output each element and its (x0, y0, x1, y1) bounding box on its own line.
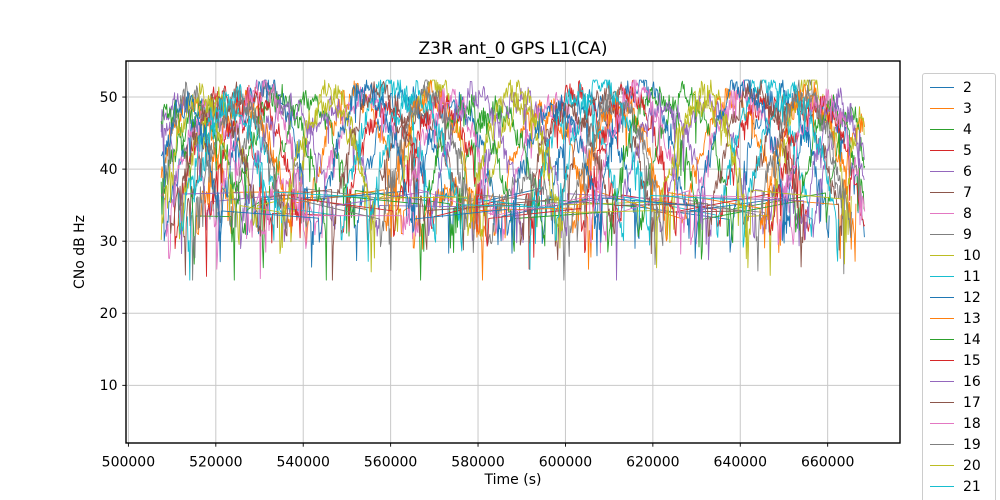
series-lines (160, 79, 866, 281)
series-line-12 (217, 79, 865, 268)
legend-line-sample (930, 423, 954, 424)
legend-label: 21 (963, 478, 981, 495)
legend-item-17: 17 (923, 392, 995, 413)
chart-title: Z3R ant_0 GPS L1(CA) (419, 39, 608, 59)
series-line-18 (213, 79, 866, 270)
legend-line-sample (930, 297, 954, 298)
legend-line-sample (930, 486, 954, 487)
legend-label: 6 (963, 163, 972, 180)
legend-label: 15 (963, 352, 981, 369)
legend-item-19: 19 (923, 434, 995, 455)
y-tick-label: 50 (100, 90, 118, 106)
legend-label: 20 (963, 457, 981, 474)
x-tick-label: 540000 (276, 455, 329, 471)
legend: 2345678910111213141516171819202122 (922, 73, 996, 500)
x-tick-label: 620000 (626, 455, 679, 471)
tick-labels: 500000 520000 540000 560000 580000 600000 6200… (100, 90, 855, 471)
legend-label: 18 (963, 415, 981, 432)
series-line-5 (173, 80, 811, 270)
series-line-20 (160, 79, 865, 273)
legend-label: 2 (963, 79, 972, 96)
legend-item-13: 13 (923, 308, 995, 329)
legend-item-16: 16 (923, 371, 995, 392)
legend-line-sample (930, 318, 954, 319)
legend-line-sample (930, 171, 954, 172)
x-tick-label: 660000 (801, 455, 854, 471)
legend-line-sample (930, 444, 954, 445)
legend-label: 7 (963, 184, 972, 201)
x-axis-label: Time (s) (484, 472, 542, 488)
series-line-22 (160, 79, 791, 263)
legend-item-21: 21 (923, 476, 995, 497)
legend-item-2: 2 (923, 77, 995, 98)
series-line-19 (191, 84, 852, 281)
legend-item-11: 11 (923, 266, 995, 287)
legend-line-sample (930, 276, 954, 277)
y-tick-label: 30 (100, 234, 118, 250)
legend-line-sample (930, 192, 954, 193)
legend-line-sample (930, 339, 954, 340)
y-tick-label: 10 (100, 378, 118, 394)
x-tick-label: 600000 (539, 455, 592, 471)
series-line-15 (204, 79, 866, 277)
legend-label: 5 (963, 142, 972, 159)
legend-line-sample (930, 381, 954, 382)
legend-line-sample (930, 234, 954, 235)
legend-label: 19 (963, 436, 981, 453)
y-tick-label: 40 (100, 162, 118, 178)
legend-label: 13 (963, 310, 981, 327)
y-axis-label: CNo dB Hz (72, 215, 88, 289)
legend-item-9: 9 (923, 224, 995, 245)
legend-label: 14 (963, 331, 981, 348)
plot-border (125, 60, 901, 444)
legend-item-15: 15 (923, 350, 995, 371)
legend-label: 10 (963, 247, 981, 264)
legend-item-20: 20 (923, 455, 995, 476)
legend-item-6: 6 (923, 161, 995, 182)
y-tick-label: 20 (100, 306, 118, 322)
legend-line-sample (930, 360, 954, 361)
legend-label: 8 (963, 205, 972, 222)
series-line-17 (169, 79, 804, 281)
legend-line-sample (930, 108, 954, 109)
x-tick-label: 500000 (102, 455, 155, 471)
legend-line-sample (930, 213, 954, 214)
legend-item-12: 12 (923, 287, 995, 308)
legend-line-sample (930, 129, 954, 130)
legend-label: 11 (963, 268, 981, 285)
legend-item-3: 3 (923, 98, 995, 119)
legend-label: 3 (963, 100, 972, 117)
legend-item-10: 10 (923, 245, 995, 266)
x-tick-label: 640000 (714, 455, 767, 471)
legend-item-18: 18 (923, 413, 995, 434)
legend-line-sample (930, 87, 954, 88)
x-tick-label: 560000 (364, 455, 417, 471)
x-tick-label: 580000 (451, 455, 504, 471)
legend-line-sample (930, 465, 954, 466)
legend-item-7: 7 (923, 182, 995, 203)
legend-line-sample (930, 255, 954, 256)
legend-label: 17 (963, 394, 981, 411)
series-line-21 (178, 79, 839, 262)
axis-ticks (122, 96, 829, 447)
legend-item-5: 5 (923, 140, 995, 161)
legend-line-sample (930, 402, 954, 403)
x-tick-label: 520000 (189, 455, 242, 471)
legend-item-4: 4 (923, 119, 995, 140)
legend-label: 12 (963, 289, 981, 306)
legend-line-sample (930, 150, 954, 151)
legend-item-14: 14 (923, 329, 995, 350)
legend-label: 9 (963, 226, 972, 243)
legend-label: 16 (963, 373, 981, 390)
legend-label: 4 (963, 121, 972, 138)
legend-item-8: 8 (923, 203, 995, 224)
